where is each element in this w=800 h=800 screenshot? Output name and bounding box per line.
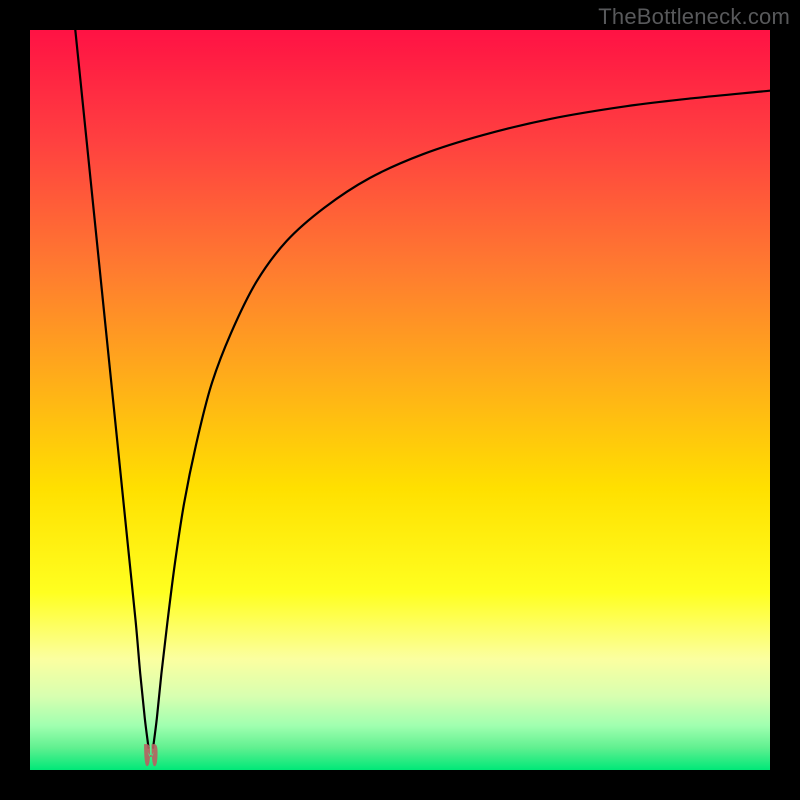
chart-frame: TheBottleneck.com [0, 0, 800, 800]
watermark-text: TheBottleneck.com [598, 4, 790, 30]
bottleneck-chart [0, 0, 800, 800]
